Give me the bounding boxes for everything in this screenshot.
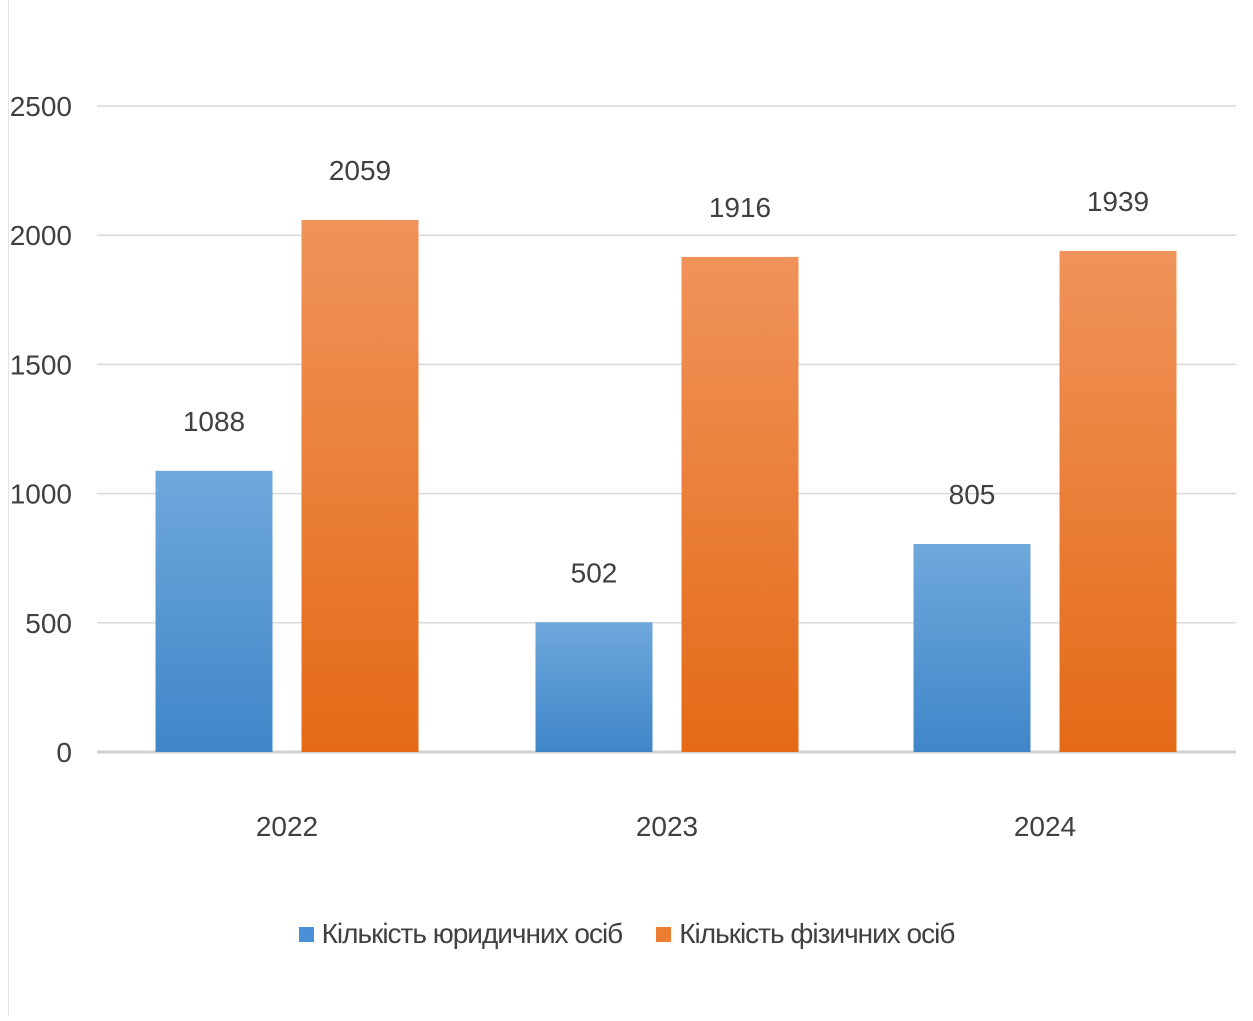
y-tick-label-2500: 2500 (10, 91, 72, 122)
x-axis-tick-labels: 2022 2023 2024 (256, 811, 1076, 842)
x-tick-label-2024: 2024 (1014, 811, 1076, 842)
legend-label-legal-entities: Кількість юридичних осіб (321, 918, 624, 949)
x-tick-label-2022: 2022 (256, 811, 318, 842)
data-labels: 1088 2059 502 1916 805 1939 (183, 155, 1149, 588)
data-label-2022-series-1: 1088 (183, 406, 245, 437)
legend: Кількість юридичних осіб Кількість фізич… (0, 918, 1253, 950)
bar-2022-series-1 (155, 470, 273, 752)
y-tick-label-1500: 1500 (10, 349, 72, 380)
legend-item-individuals: Кількість фізичних осіб (656, 918, 955, 950)
bar-2023-series-2 (681, 256, 799, 752)
y-tick-label-0: 0 (56, 737, 72, 768)
data-label-2023-series-2: 1916 (709, 192, 771, 223)
y-tick-label-1000: 1000 (10, 479, 72, 510)
data-label-2023-series-1: 502 (571, 557, 618, 588)
legend-swatch-legal-entities (298, 926, 314, 942)
data-label-2024-series-1: 805 (949, 479, 996, 510)
chart-frame-edge (8, 0, 9, 1016)
y-tick-label-500: 500 (25, 608, 72, 639)
data-label-2024-series-2: 1939 (1087, 186, 1149, 217)
y-axis-tick-labels: 0 500 1000 1500 2000 2500 (10, 91, 72, 768)
y-tick-label-2000: 2000 (10, 220, 72, 251)
bar-2023-series-1 (535, 622, 653, 752)
legend-item-legal-entities: Кількість юридичних осіб (298, 918, 624, 950)
bar-2024-series-1 (913, 543, 1031, 752)
legend-label-individuals: Кількість фізичних осіб (679, 918, 955, 949)
bar-2024-series-2 (1059, 250, 1177, 752)
x-tick-label-2023: 2023 (636, 811, 698, 842)
bar-2022-series-2 (301, 219, 419, 752)
data-label-2022-series-2: 2059 (329, 155, 391, 186)
bars (155, 219, 1177, 752)
legend-swatch-individuals (656, 926, 672, 942)
gridlines (97, 105, 1236, 754)
